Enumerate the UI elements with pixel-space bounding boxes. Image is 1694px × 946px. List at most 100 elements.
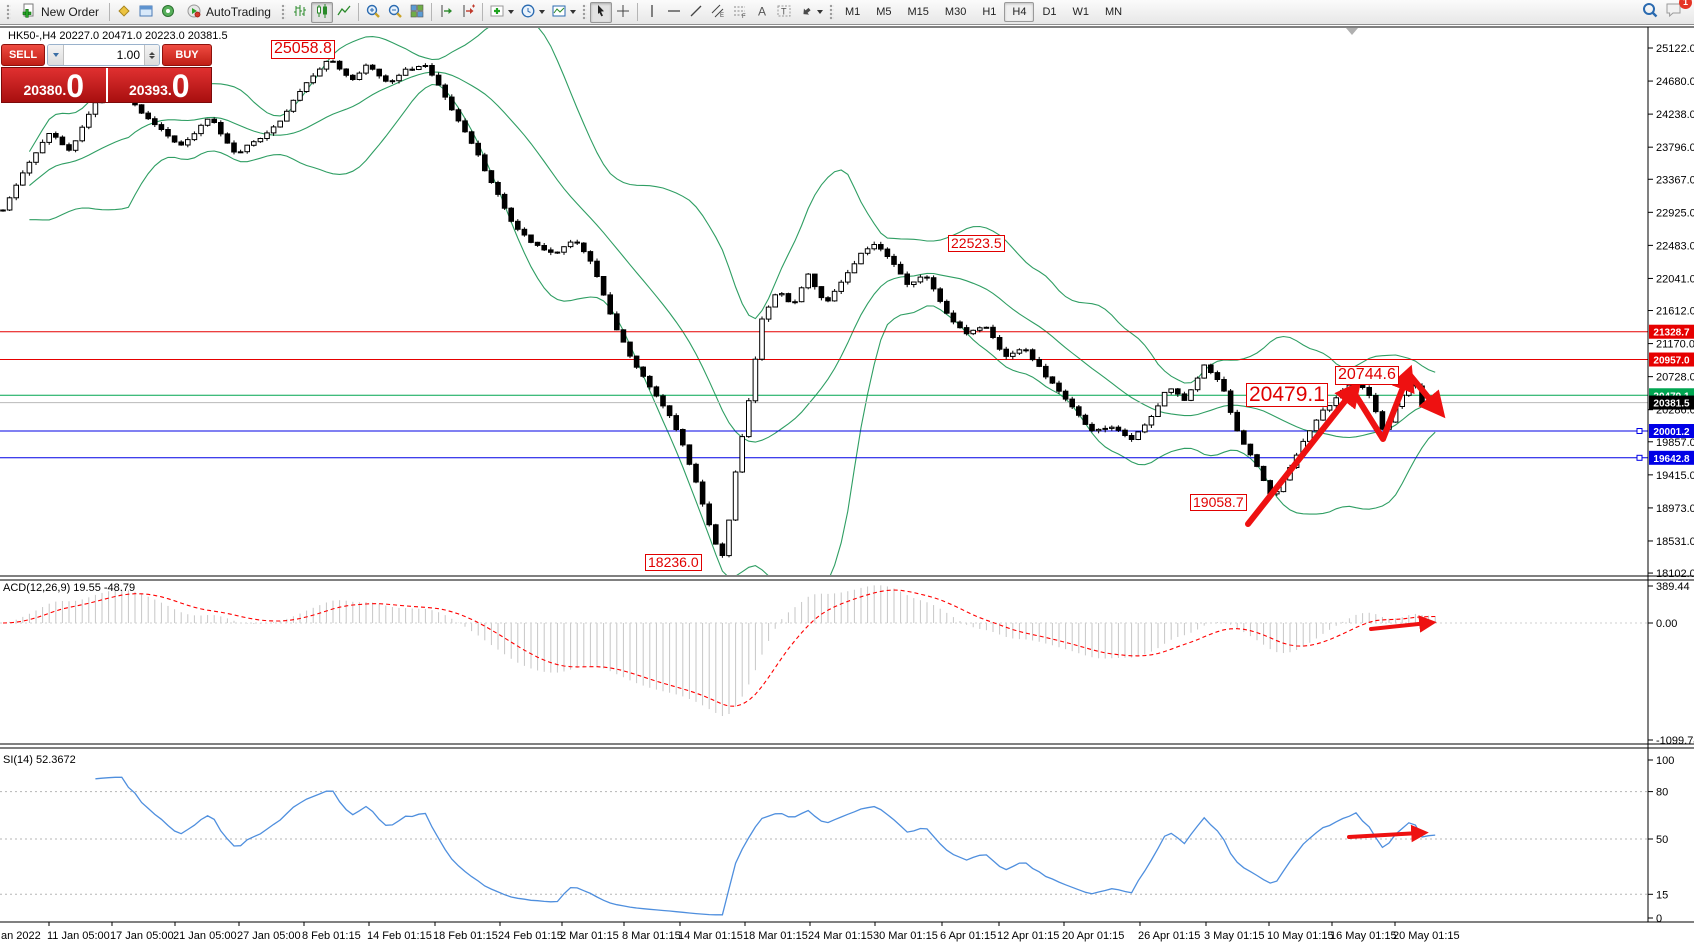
- price-annotation-label[interactable]: 19058.7: [1190, 494, 1247, 511]
- line-selection-handle[interactable]: [1636, 454, 1643, 461]
- horizontal-line-tool-button[interactable]: [663, 2, 685, 23]
- timeframe-button-H1[interactable]: H1: [982, 6, 997, 18]
- terminal-button[interactable]: [135, 2, 157, 23]
- rsi-axis-label: 50: [1656, 834, 1668, 846]
- indicators-button[interactable]: [486, 2, 517, 23]
- timeframe-button-D1[interactable]: D1: [1042, 6, 1057, 18]
- price-annotation-label[interactable]: 25058.8: [271, 40, 335, 59]
- candle-body: [1201, 364, 1208, 379]
- price-axis-label: 22483.0: [1656, 240, 1694, 252]
- search-icon[interactable]: [1641, 1, 1659, 24]
- text-label-tool-button[interactable]: T: [773, 2, 795, 23]
- candle-body: [567, 241, 574, 248]
- arrows-tool-button[interactable]: [795, 2, 826, 23]
- candle-body: [963, 327, 970, 335]
- candle-body: [251, 141, 257, 146]
- trend-arrow[interactable]: [1369, 615, 1437, 633]
- zoom-out-button[interactable]: [384, 2, 406, 23]
- bar-chart-mode-button[interactable]: [289, 2, 311, 23]
- autotrading-button[interactable]: AutoTrading: [179, 2, 278, 23]
- price-annotation-label[interactable]: 20744.6: [1335, 366, 1399, 385]
- text-tool-button[interactable]: A: [751, 2, 773, 23]
- candle-body: [59, 136, 66, 146]
- toolbar-grip[interactable]: [6, 4, 11, 20]
- candle-body: [356, 72, 363, 80]
- candle-body: [270, 126, 277, 134]
- timeframe-button-W1[interactable]: W1: [1072, 6, 1090, 18]
- metaeditor-button[interactable]: [113, 2, 135, 23]
- candle-body: [1188, 389, 1194, 401]
- vertical-line-tool-button[interactable]: [641, 2, 663, 23]
- candlestick-mode-button[interactable]: [310, 1, 333, 23]
- toolbar-separator: [357, 3, 359, 21]
- volume-dropdown-button[interactable]: [48, 45, 64, 65]
- timeframe-button-M5[interactable]: M5: [876, 6, 892, 18]
- auto-scroll-button[interactable]: [435, 2, 457, 23]
- trend-arrow[interactable]: [1245, 380, 1362, 527]
- candle-body: [185, 139, 191, 146]
- time-axis-label: 11 Jan 05:00: [47, 930, 110, 942]
- ask-price[interactable]: 20393. 0: [128, 67, 190, 104]
- toolbar-grip[interactable]: [581, 4, 587, 20]
- equidistant-channel-tool-button[interactable]: E: [707, 2, 729, 23]
- price-badge-label: 21328.7: [1653, 328, 1690, 339]
- rsi-axis-label: 0: [1656, 913, 1662, 925]
- community-chat-icon[interactable]: 1: [1665, 0, 1692, 24]
- templates-button[interactable]: [548, 2, 579, 23]
- candle-body: [1049, 376, 1056, 384]
- tile-windows-button[interactable]: [406, 2, 428, 23]
- timeframe-button-M30[interactable]: M30: [944, 6, 967, 18]
- trendline-tool-button[interactable]: [685, 2, 707, 23]
- periods-button[interactable]: [517, 2, 548, 23]
- timeframe-button-M1[interactable]: M1: [844, 6, 861, 18]
- toolbar-grip[interactable]: [280, 4, 286, 20]
- price-annotation-label[interactable]: 22523.5: [948, 235, 1005, 252]
- bollinger-middle-band: [29, 71, 1436, 443]
- volume-spinner[interactable]: [144, 45, 159, 65]
- trend-arrow[interactable]: [1347, 824, 1429, 843]
- cursor-tool-button[interactable]: [589, 1, 612, 23]
- timeframe-button-M15[interactable]: M15: [907, 6, 929, 18]
- price-axis-label: 20728.0: [1656, 372, 1694, 384]
- candle-body: [798, 287, 805, 303]
- trend-arrow[interactable]: [1406, 371, 1446, 419]
- timeframe-button-MN[interactable]: MN: [1105, 6, 1123, 18]
- candle-body: [231, 142, 237, 153]
- fibonacci-tool-button[interactable]: F: [729, 2, 751, 23]
- candle-body: [620, 329, 627, 343]
- candle-body: [6, 197, 13, 211]
- chart-shift-button[interactable]: [457, 2, 479, 23]
- buy-button[interactable]: BUY: [162, 44, 212, 66]
- zoom-out-icon: [387, 3, 403, 22]
- candle-body: [284, 110, 290, 122]
- crosshair-tool-button[interactable]: [612, 2, 634, 23]
- time-axis-label: 2 Mar 01:15: [560, 930, 619, 942]
- timeframe-button-H4[interactable]: H4: [1004, 2, 1035, 22]
- bid-price[interactable]: 20380. 0: [23, 67, 85, 104]
- line-selection-handle[interactable]: [1636, 428, 1643, 435]
- candle-body: [633, 355, 640, 368]
- candle-body: [435, 74, 442, 86]
- candle-body: [297, 91, 303, 101]
- candle-body: [323, 60, 330, 70]
- candle-body: [1214, 372, 1221, 381]
- toolbar-grip[interactable]: [828, 4, 834, 20]
- price-annotation-label[interactable]: 20479.1: [1246, 383, 1328, 408]
- volume-input[interactable]: [64, 45, 144, 65]
- candle-body: [39, 141, 46, 154]
- candle-body: [1181, 393, 1188, 401]
- sell-button[interactable]: SELL: [1, 44, 45, 66]
- candle-body: [1056, 382, 1062, 392]
- macd-axis-label: 0.00: [1656, 618, 1677, 630]
- zoom-in-button[interactable]: [362, 2, 384, 23]
- new-order-button[interactable]: New Order: [14, 2, 106, 23]
- strategy-tester-button[interactable]: [157, 2, 179, 23]
- toolbar-separator: [109, 3, 111, 21]
- price-annotation-label[interactable]: 18236.0: [645, 554, 702, 571]
- line-chart-mode-button[interactable]: [333, 2, 355, 23]
- candle-body: [548, 249, 554, 253]
- trend-arrow[interactable]: [1350, 364, 1415, 442]
- time-axis-label: 24 Feb 01:15: [498, 930, 563, 942]
- time-axis-label: 17 Jan 05:00: [110, 930, 174, 942]
